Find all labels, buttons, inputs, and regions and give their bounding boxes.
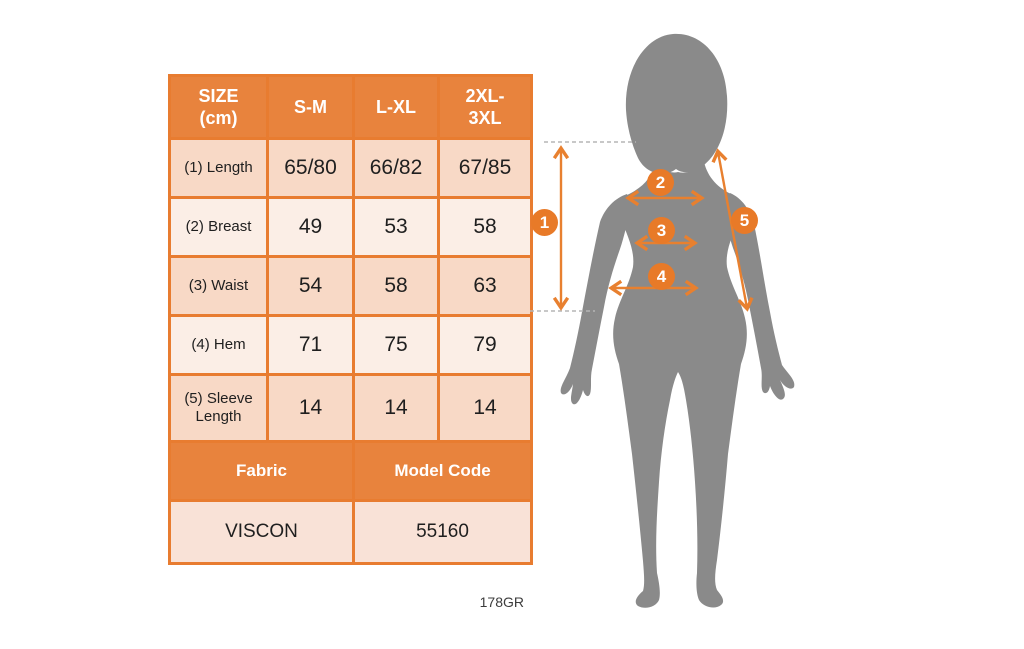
size-column-header-sm: S-M [266,74,355,140]
size-chart-table: SIZE (cm) S-M L-XL 2XL- 3XL (1) Length 6… [168,74,533,565]
measurement-value: 79 [437,314,533,376]
measurement-value: 54 [266,255,355,317]
measurement-row-waist: (3) Waist 54 58 63 [168,255,533,317]
measurement-figure: 1 2 3 4 5 [530,28,830,613]
measurement-value: 14 [352,373,440,443]
measurement-label: (1) Length [168,137,269,199]
measurement-value: 71 [266,314,355,376]
measurement-value: 14 [266,373,355,443]
size-column-header-2xl3xl: 2XL- 3XL [437,74,533,140]
measurement-label: (3) Waist [168,255,269,317]
measurement-row-length: (1) Length 65/80 66/82 67/85 [168,137,533,199]
measurement-value: 75 [352,314,440,376]
measurement-value: 58 [437,196,533,258]
measurement-value: 53 [352,196,440,258]
measure-marker-2: 2 [647,169,674,196]
measurement-label: (2) Breast [168,196,269,258]
measure-marker-1: 1 [531,209,558,236]
info-value-row: VISCON 55160 [168,499,533,565]
measure-marker-4: 4 [648,263,675,290]
measurement-label: (4) Hem [168,314,269,376]
measurement-value: 65/80 [266,137,355,199]
silhouette-hair [625,33,728,174]
size-unit-header: SIZE (cm) [168,74,269,140]
model-code-header: Model Code [352,440,533,502]
measurement-value: 14 [437,373,533,443]
size-column-header-lxl: L-XL [352,74,440,140]
silhouette-left-arm [560,194,630,405]
size-header-row: SIZE (cm) S-M L-XL 2XL- 3XL [168,74,533,140]
measurement-value: 58 [352,255,440,317]
measure-marker-5: 5 [731,207,758,234]
fabric-header: Fabric [168,440,355,502]
watermark-code: 178GR [479,594,524,610]
body-silhouette-svg [530,33,795,608]
fabric-value: VISCON [168,499,355,565]
measurement-row-sleeve: (5) Sleeve Length 14 14 14 [168,373,533,443]
measurement-row-breast: (2) Breast 49 53 58 [168,196,533,258]
measurement-value: 49 [266,196,355,258]
measurement-label: (5) Sleeve Length [168,373,269,443]
model-code-value: 55160 [352,499,533,565]
measurement-value: 63 [437,255,533,317]
sleeve-arrow [711,148,754,312]
measurement-value: 67/85 [437,137,533,199]
measurement-row-hem: (4) Hem 71 75 79 [168,314,533,376]
measurement-value: 66/82 [352,137,440,199]
measure-marker-3: 3 [648,217,675,244]
info-header-row: Fabric Model Code [168,440,533,502]
silhouette-body [613,162,747,608]
